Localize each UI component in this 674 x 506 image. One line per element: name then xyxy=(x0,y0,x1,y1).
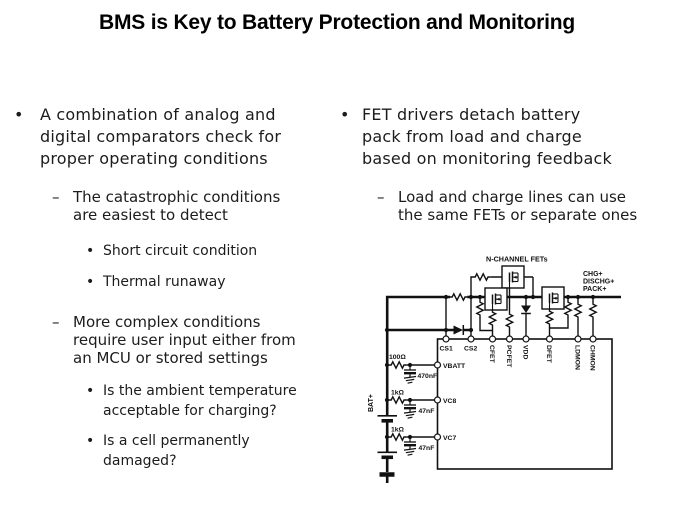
pin-label-pcfet: PCFET xyxy=(505,345,512,368)
left-sub-1: Short circuit condition xyxy=(103,243,258,259)
junction-dots xyxy=(384,294,596,440)
cap-value-vc8: 47nF xyxy=(419,408,435,415)
vdd-diode-icon xyxy=(521,305,531,315)
left-dash-2: More complex conditions require user inp… xyxy=(73,313,296,367)
discharge-fet-icon xyxy=(541,286,565,310)
cap-value-vc7: 47nF xyxy=(419,445,435,452)
battery-plus-label: BAT+ xyxy=(368,394,375,412)
pin-label-chmon: CHMON xyxy=(589,345,596,371)
pin-label-vc7: VC7 xyxy=(443,435,456,442)
bullet-icon: • xyxy=(86,433,95,449)
pin-label-vbatt: VBATT xyxy=(443,363,466,370)
left-bullet-1: A combination of analog and digital comp… xyxy=(40,105,282,168)
page-title: BMS is Key to Battery Protection and Mon… xyxy=(99,11,575,34)
terminal-pack: PACK+ xyxy=(583,286,606,293)
power-rails xyxy=(385,295,621,483)
left-sub-2: Thermal runaway xyxy=(103,274,226,290)
left-sub-3: Is the ambient temperature acceptable fo… xyxy=(103,383,297,419)
circuit-wires xyxy=(388,273,597,456)
bullet-icon: • xyxy=(86,383,95,399)
right-bullet-1: FET drivers detach battery pack from loa… xyxy=(362,105,612,168)
dash-icon: – xyxy=(52,188,60,206)
diode-icon xyxy=(453,325,465,335)
bullet-icon: • xyxy=(14,105,24,124)
cap-value-vbatt: 470nF xyxy=(418,373,438,380)
resistor-value-vbatt: 100Ω xyxy=(389,354,406,361)
pin-label-cfet: CFET xyxy=(488,345,495,364)
terminal-chg: CHG+ xyxy=(583,271,603,278)
pin-label-vdd: VDD xyxy=(522,345,529,359)
circuit-diagram: N-CHANNEL FETs CHG+ DISCHG+ PACK+ BAT+ C… xyxy=(368,255,621,483)
bullet-icon: • xyxy=(340,105,350,124)
terminal-dischg: DISCHG+ xyxy=(583,279,614,286)
bullet-icon: • xyxy=(86,274,95,290)
right-dash-1: Load and charge lines can use the same F… xyxy=(398,188,638,224)
pin-label-vc8: VC8 xyxy=(443,398,456,405)
precharge-fet-icon xyxy=(501,265,525,289)
bullet-icon: • xyxy=(86,243,95,259)
left-dash-1: The catastrophic conditions are easiest … xyxy=(73,188,281,224)
fets-heading: N-CHANNEL FETs xyxy=(486,255,548,264)
pin-label-dfet: DFET xyxy=(545,345,552,364)
pin-label-ldmon: LDMON xyxy=(574,345,581,370)
ic-pin-circles xyxy=(433,335,597,441)
pin-label-cs2: CS2 xyxy=(464,346,477,353)
battery-cells xyxy=(377,414,397,477)
charge-fet-icon xyxy=(484,287,508,311)
resistor-value-vc8: 1kΩ xyxy=(391,390,405,397)
dash-icon: – xyxy=(377,188,385,206)
dash-icon: – xyxy=(52,313,60,331)
left-sub-4: Is a cell permanently damaged? xyxy=(103,433,250,469)
pin-label-cs1: CS1 xyxy=(440,346,453,353)
resistor-value-vc7: 1kΩ xyxy=(391,427,405,434)
